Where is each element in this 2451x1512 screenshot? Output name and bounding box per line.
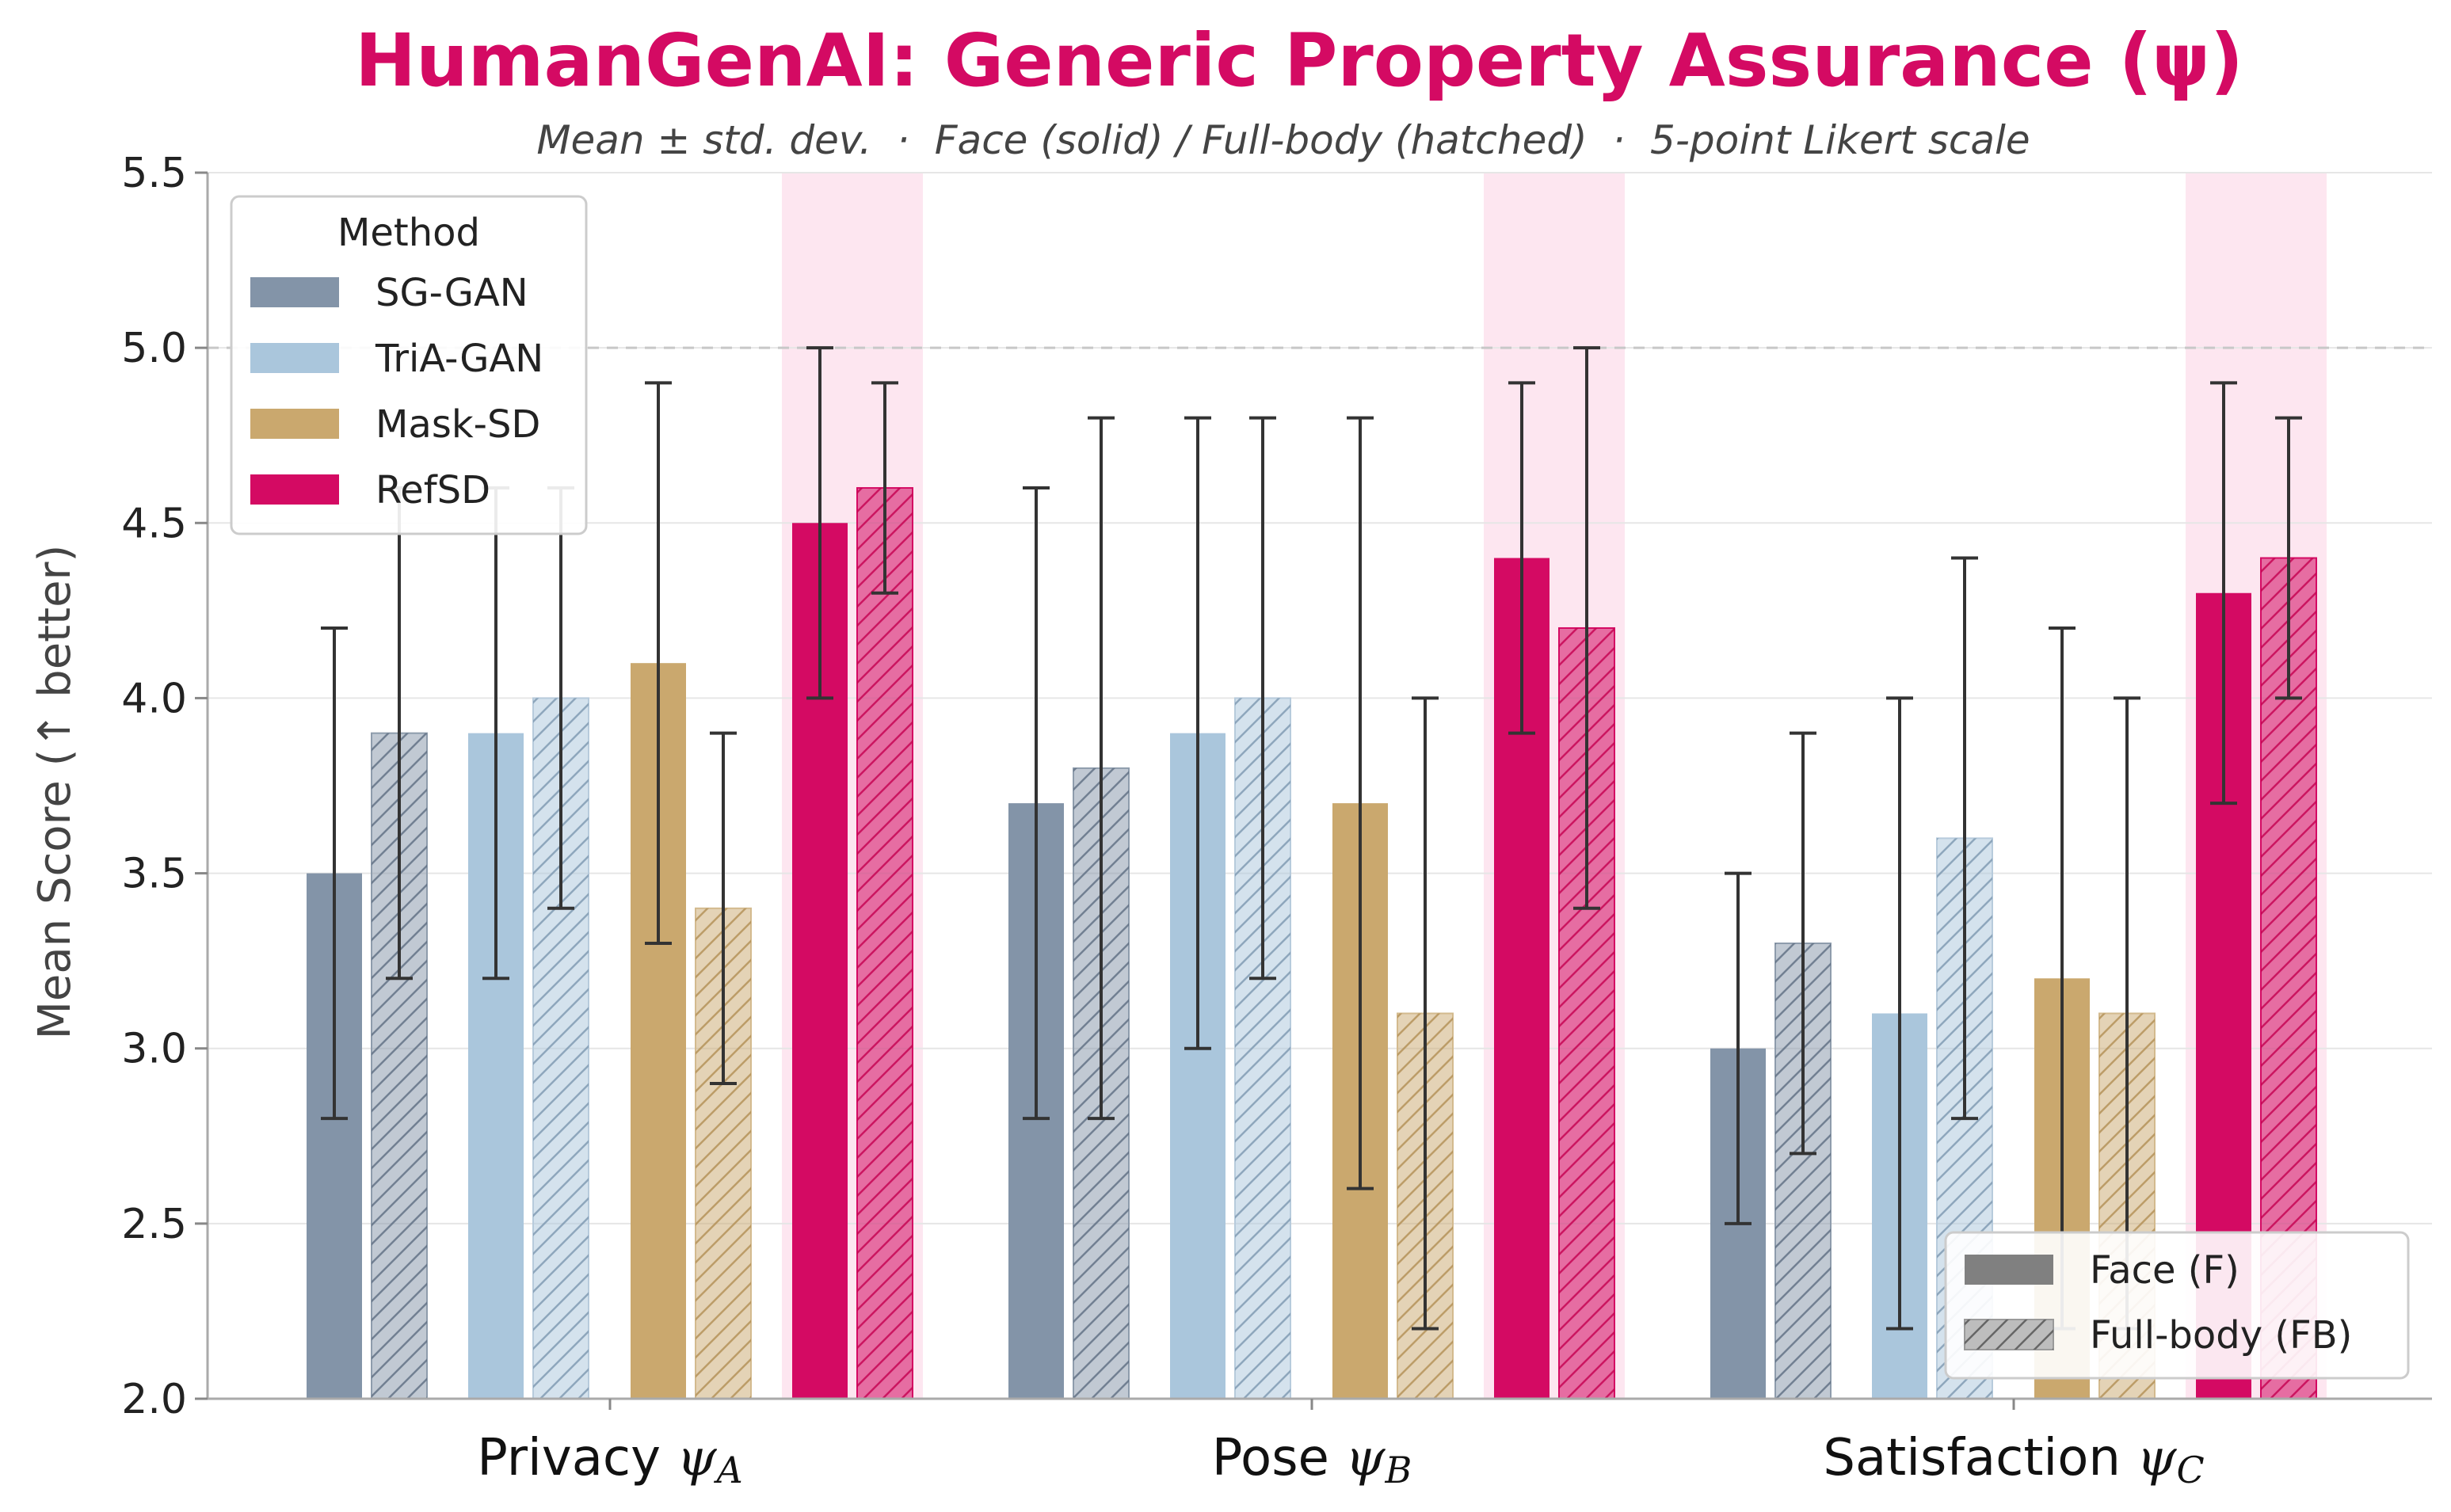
legend-label-refsd: RefSD bbox=[375, 468, 490, 512]
chart-title: HumanGenAI: Generic Property Assurance (… bbox=[355, 18, 2243, 103]
legend-label-mask-sd: Mask-SD bbox=[375, 402, 540, 447]
error-bar-refsd-face-pose bbox=[1508, 381, 1535, 735]
error-bar-tria-gan-face-pose bbox=[1184, 416, 1211, 1050]
error-bar-tria-gan-face-satisfaction bbox=[1886, 696, 1913, 1331]
y-axis-label: Mean Score (↑ better) bbox=[29, 545, 81, 1040]
bar-hatch-refsd-fullbody-privacy bbox=[857, 488, 913, 1399]
legend-label-tria-gan: TriA-GAN bbox=[375, 337, 543, 381]
legend-label-fullbody: Full-body (FB) bbox=[2090, 1313, 2352, 1358]
x-tick-label-pose: Pose ψB bbox=[1212, 1429, 1412, 1491]
legend-label-face: Face (F) bbox=[2090, 1248, 2239, 1293]
error-bar-mask-sd-face-pose bbox=[1347, 416, 1374, 1190]
x-tick-label-satisfaction: Satisfaction ψC bbox=[1823, 1429, 2204, 1491]
legend-methods-title: Method bbox=[337, 211, 480, 255]
legend-swatch-tria-gan bbox=[250, 343, 339, 373]
legend-methods: Method SG-GAN TriA-GAN Mask-SD RefSD bbox=[230, 195, 588, 535]
error-bar-tria-gan-fullbody-pose bbox=[1249, 416, 1276, 981]
error-bar-mask-sd-fullbody-privacy bbox=[710, 731, 737, 1085]
y-tick-label-1: 2.5 bbox=[121, 1201, 187, 1248]
x-tick-label-privacy: Privacy ψA bbox=[477, 1429, 742, 1491]
y-tick-label-0: 2.0 bbox=[121, 1376, 187, 1423]
error-bar-tria-gan-fullbody-satisfaction bbox=[1951, 556, 1978, 1121]
error-bar-sg-gan-face-privacy bbox=[321, 626, 348, 1121]
axes: 2.0 2.5 3.0 3.5 4.0 4.5 5.0 5.5 Privacy ψA Pose ψ… bbox=[121, 150, 2432, 1491]
error-bar-mask-sd-face-privacy bbox=[645, 381, 672, 946]
error-bar-refsd-fullbody-pose bbox=[1573, 346, 1600, 910]
y-tick-label-5: 4.5 bbox=[121, 500, 187, 547]
legend-swatch-fullbody-hatch bbox=[1965, 1320, 2053, 1350]
legend-swatch-face bbox=[1965, 1255, 2053, 1285]
error-bars bbox=[321, 346, 2302, 1331]
error-bar-sg-gan-fullbody-satisfaction bbox=[1790, 731, 1816, 1156]
error-bar-refsd-fullbody-satisfaction bbox=[2275, 416, 2302, 700]
error-bar-sg-gan-face-pose bbox=[1023, 486, 1050, 1121]
legend-label-sg-gan: SG-GAN bbox=[375, 271, 528, 315]
y-tick-label-6: 5.0 bbox=[121, 325, 187, 372]
y-tick-label-2: 3.0 bbox=[121, 1026, 187, 1073]
error-bar-sg-gan-fullbody-pose bbox=[1088, 416, 1115, 1121]
y-tick-label-4: 4.0 bbox=[121, 675, 187, 722]
legend-types: Face (F) Full-body (FB) bbox=[1944, 1231, 2410, 1380]
error-bar-refsd-face-satisfaction bbox=[2210, 381, 2237, 806]
y-tick-label-3: 3.5 bbox=[121, 851, 187, 898]
legend-swatch-sg-gan bbox=[250, 277, 339, 307]
error-bar-mask-sd-fullbody-pose bbox=[1412, 696, 1439, 1331]
error-bar-refsd-fullbody-privacy bbox=[871, 381, 898, 595]
error-bar-sg-gan-face-satisfaction bbox=[1725, 871, 1752, 1225]
chart-subtitle: Mean ± std. dev. · Face (solid) / Full-b… bbox=[536, 117, 2030, 163]
legend-swatch-mask-sd bbox=[250, 409, 339, 439]
legend-swatch-refsd bbox=[250, 474, 339, 505]
error-bar-refsd-face-privacy bbox=[806, 346, 833, 700]
y-tick-label-7: 5.5 bbox=[121, 150, 187, 197]
legend-types-frame bbox=[1944, 1231, 2410, 1380]
